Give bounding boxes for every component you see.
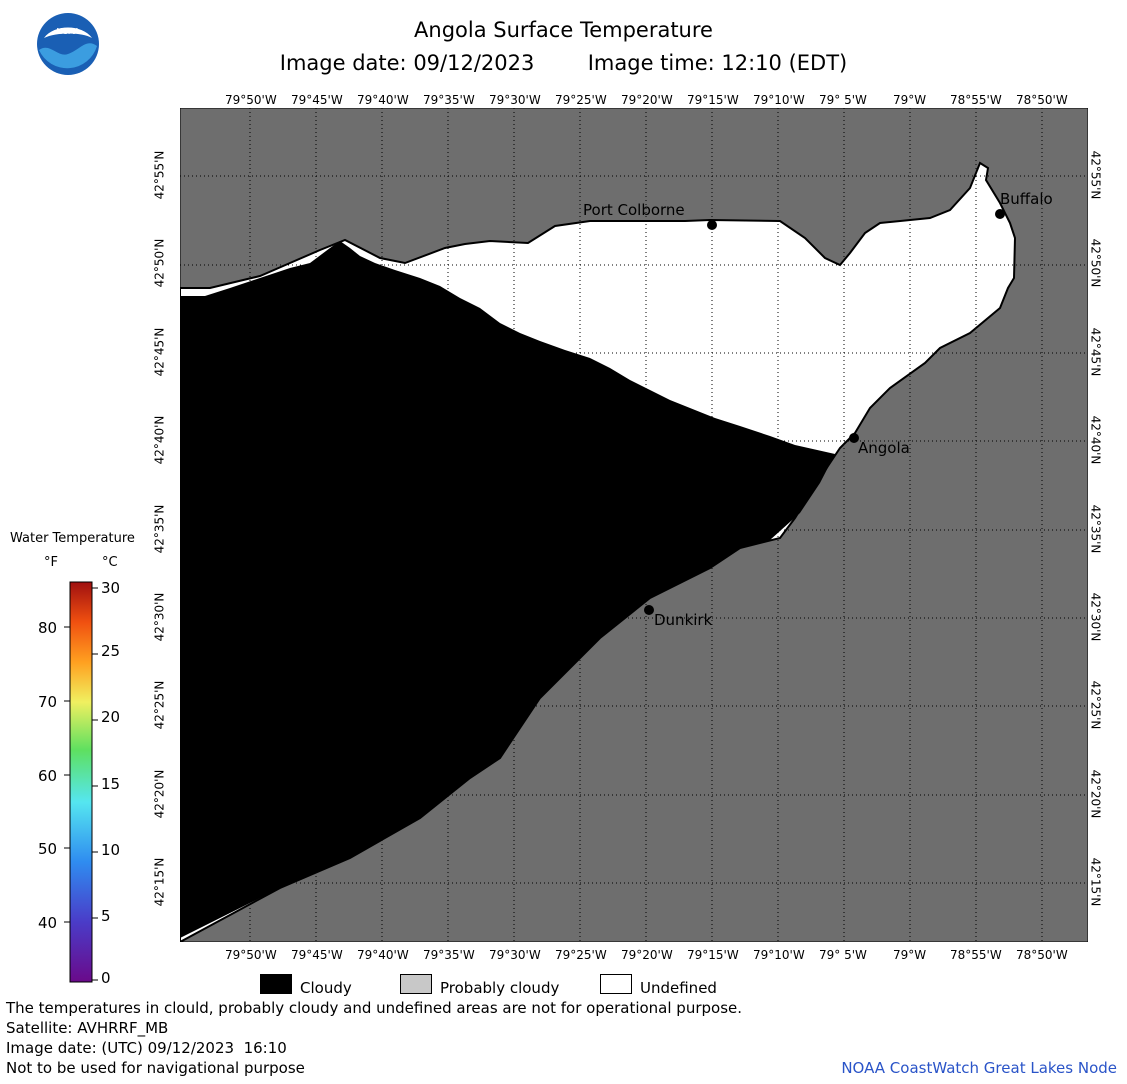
lon-tick: 79°10'W <box>753 93 805 107</box>
lon-tick: 79°15'W <box>687 93 739 107</box>
lat-tick: 42°30'N <box>1088 592 1103 642</box>
scale-f-label: 60 <box>38 767 58 785</box>
graticule <box>180 108 1088 942</box>
lat-tick: 42°25'N <box>1088 680 1103 730</box>
lat-tick: 42°15'N <box>1088 857 1103 907</box>
scale-c-label: 0 <box>101 969 111 987</box>
lon-tick: 79°25'W <box>555 948 607 962</box>
lon-tick: 78°55'W <box>950 93 1002 107</box>
key-swatch-probably-cloudy <box>400 974 432 994</box>
city-label-port-colborne: Port Colborne <box>583 201 685 219</box>
map-title: Angola Surface Temperature <box>414 18 713 42</box>
cloud-area <box>180 241 835 938</box>
scale-c-label: 25 <box>101 642 121 660</box>
lat-tick: 42°45'N <box>152 327 167 377</box>
lon-tick: 79°W <box>893 948 927 962</box>
unit-celsius: °C <box>102 555 118 570</box>
footer-utc-date: Image date: (UTC) 09/12/2023 16:10 <box>6 1039 287 1057</box>
scale-c-label: 15 <box>101 775 121 793</box>
footer-credit: NOAA CoastWatch Great Lakes Node <box>841 1059 1117 1077</box>
color-scale-bar <box>64 581 98 983</box>
image-date-time: Image date: 09/12/2023 Image time: 12:10… <box>0 51 1127 75</box>
lon-tick: 79°30'W <box>489 93 541 107</box>
lon-tick: 79°35'W <box>423 948 475 962</box>
image-time: Image time: 12:10 (EDT) <box>587 51 848 75</box>
lat-tick: 42°55'N <box>1088 150 1103 200</box>
lat-tick: 42°20'N <box>152 769 167 819</box>
lon-tick: 79°45'W <box>291 948 343 962</box>
scale-c-label: 20 <box>101 708 121 726</box>
lon-tick: 79°30'W <box>489 948 541 962</box>
legend-title: Water Temperature <box>10 531 135 546</box>
footer-navigation-note: Not to be used for navigational purpose <box>6 1059 305 1077</box>
lat-tick: 42°20'N <box>1088 769 1103 819</box>
scale-f-label: 80 <box>38 619 58 637</box>
lat-tick: 42°25'N <box>152 680 167 730</box>
lon-tick: 79°40'W <box>357 93 409 107</box>
lon-tick: 79°20'W <box>621 948 673 962</box>
lat-tick: 42°30'N <box>152 592 167 642</box>
city-marker-buffalo <box>995 209 1005 219</box>
lon-tick: 79°50'W <box>225 93 277 107</box>
key-swatch-cloudy <box>260 974 292 994</box>
city-marker-port-colborne <box>707 220 717 230</box>
scale-f-label: 50 <box>38 840 58 858</box>
lon-tick: 78°50'W <box>1016 948 1068 962</box>
lon-tick: 79°20'W <box>621 93 673 107</box>
lon-tick: 79°W <box>893 93 927 107</box>
lon-tick: 78°55'W <box>950 948 1002 962</box>
key-label-cloudy: Cloudy <box>300 979 352 997</box>
scale-c-label: 5 <box>101 907 111 925</box>
scale-f-label: 70 <box>38 693 58 711</box>
image-date: Image date: 09/12/2023 <box>279 51 535 75</box>
map-canvas <box>180 108 1088 942</box>
lon-tick: 79°10'W <box>753 948 805 962</box>
scale-f-label: 40 <box>38 914 58 932</box>
lat-tick: 42°45'N <box>1088 327 1103 377</box>
key-swatch-undefined <box>600 974 632 994</box>
scale-c-label: 10 <box>101 841 121 859</box>
lat-tick: 42°50'N <box>1088 238 1103 288</box>
lon-tick: 78°50'W <box>1016 93 1068 107</box>
lat-tick: 42°50'N <box>152 238 167 288</box>
footer-disclaimer: The temperatures in clould, probably clo… <box>6 999 743 1017</box>
city-label-angola: Angola <box>858 439 910 457</box>
city-marker-dunkirk <box>644 605 654 615</box>
lat-tick: 42°40'N <box>152 415 167 465</box>
lat-tick: 42°35'N <box>152 504 167 554</box>
lon-tick: 79° 5'W <box>819 948 867 962</box>
footer-satellite: Satellite: AVHRRF_MB <box>6 1019 169 1037</box>
key-label-probably-cloudy: Probably cloudy <box>440 979 560 997</box>
lat-tick: 42°40'N <box>1088 415 1103 465</box>
lon-tick: 79°50'W <box>225 948 277 962</box>
noaa-logo: NOAA <box>36 12 100 76</box>
lat-tick: 42°35'N <box>1088 504 1103 554</box>
lon-tick: 79°45'W <box>291 93 343 107</box>
key-label-undefined: Undefined <box>640 979 717 997</box>
lon-tick: 79°25'W <box>555 93 607 107</box>
logo-text: NOAA <box>56 27 80 36</box>
lon-tick: 79°35'W <box>423 93 475 107</box>
scale-c-label: 30 <box>101 579 121 597</box>
lon-tick: 79°40'W <box>357 948 409 962</box>
city-marker-angola <box>849 433 859 443</box>
lon-tick: 79°15'W <box>687 948 739 962</box>
lon-tick: 79° 5'W <box>819 93 867 107</box>
city-label-dunkirk: Dunkirk <box>654 611 713 629</box>
unit-fahrenheit: °F <box>44 555 58 570</box>
lat-tick: 42°15'N <box>152 857 167 907</box>
city-label-buffalo: Buffalo <box>1000 190 1053 208</box>
lat-tick: 42°55'N <box>152 150 167 200</box>
